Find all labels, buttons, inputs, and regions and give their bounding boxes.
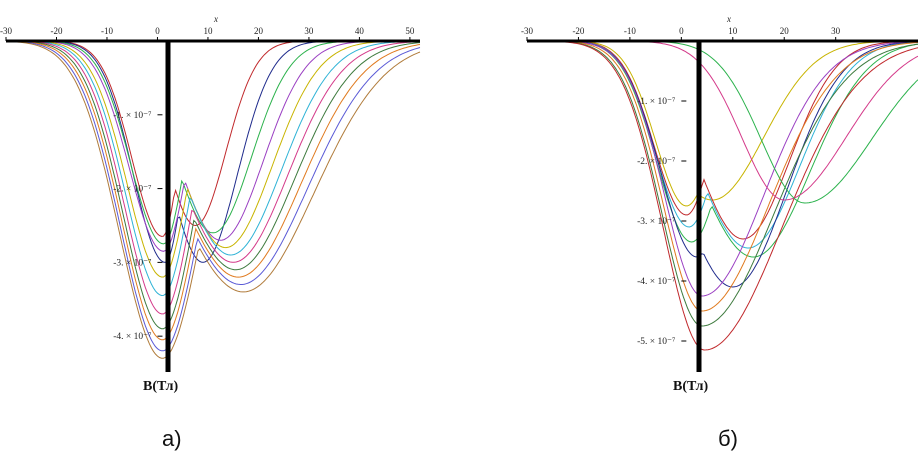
x-tick-label-a: 50 [405, 26, 415, 36]
series-line-b [527, 40, 918, 312]
series-line-b [527, 40, 918, 351]
series-line-b [527, 40, 918, 240]
series-line-a [6, 40, 421, 330]
series-line-a [6, 40, 420, 278]
x-ticks-b: -30 -20 -10 0 10 20 30 [521, 26, 841, 41]
curves-a [5, 40, 421, 359]
x-tick-label-a: 40 [355, 26, 365, 36]
series-line-a [6, 40, 420, 237]
chart-panel-b: -30 -20 -10 0 10 20 30 -1. × 10⁻⁷ -2. × 10⁻⁷ -3.… [521, 14, 918, 451]
x-tick-label-a: 10 [203, 26, 213, 36]
series-line-b [527, 40, 918, 204]
x-tick-label-a: 20 [254, 26, 264, 36]
x-axis-name-a: x [213, 14, 218, 24]
x-tick-label-b: 10 [728, 26, 738, 36]
y-ticks-b: -1. × 10⁻⁷ -2. × 10⁻⁷ -3. × 10⁻⁷ -4. × 10⁻⁷… [637, 97, 687, 347]
series-line-a [6, 40, 421, 352]
series-line-a [6, 40, 420, 252]
series-line-b [527, 40, 918, 201]
y-tick-label-b: -2. × 10⁻⁷ [637, 157, 675, 167]
curves-b [527, 40, 918, 351]
y-tick-label-b: -3. × 10⁻⁷ [637, 217, 675, 227]
y-tick-label-a: -4. × 10⁻⁷ [113, 332, 151, 342]
caption-b: б) [718, 426, 738, 451]
x-tick-label-a: 0 [155, 26, 160, 36]
series-line-b [527, 40, 918, 249]
chart-panel-a: -30 -20 -10 0 10 20 30 40 50 -1. × 10⁻⁷ -2. × 10⁻… [0, 14, 421, 451]
x-ticks-a: -30 -20 -10 0 10 20 30 40 50 [0, 26, 415, 41]
series-line-a [6, 40, 421, 341]
y-axis-name-b: B(Тл) [673, 379, 708, 394]
y-ticks-a: -1. × 10⁻⁷ -2. × 10⁻⁷ -3. × 10⁻⁷ -4. × 10⁻⁷ [113, 111, 163, 342]
series-line-a [6, 40, 420, 263]
x-tick-label-a: -30 [0, 26, 12, 36]
y-axis-name-a: B(Тл) [143, 379, 178, 394]
y-tick-label-b: -1. × 10⁻⁷ [637, 97, 675, 107]
x-tick-label-b: -10 [624, 26, 636, 36]
series-line-a [5, 40, 421, 359]
x-tick-label-a: 30 [304, 26, 314, 36]
x-tick-label-b: -20 [572, 26, 584, 36]
series-line-b [527, 40, 918, 297]
x-tick-label-b: 0 [679, 26, 684, 36]
series-line-b [527, 40, 918, 327]
x-axis-name-b: x [726, 14, 731, 24]
y-tick-label-b: -4. × 10⁻⁷ [637, 277, 675, 287]
x-tick-label-b: 30 [831, 26, 841, 36]
x-tick-label-b: -30 [521, 26, 533, 36]
caption-a: а) [162, 426, 182, 451]
x-tick-label-a: -20 [50, 26, 62, 36]
series-line-a [6, 40, 420, 245]
series-line-a [6, 40, 420, 297]
y-tick-label-a: -2. × 10⁻⁷ [113, 185, 151, 195]
x-tick-label-a: -10 [101, 26, 113, 36]
y-tick-label-a: -1. × 10⁻⁷ [113, 111, 151, 121]
series-line-b [527, 40, 918, 207]
y-tick-label-a: -3. × 10⁻⁷ [113, 258, 151, 268]
x-tick-label-b: 20 [780, 26, 790, 36]
series-line-a [6, 40, 421, 315]
y-tick-label-b: -5. × 10⁻⁷ [637, 337, 675, 347]
